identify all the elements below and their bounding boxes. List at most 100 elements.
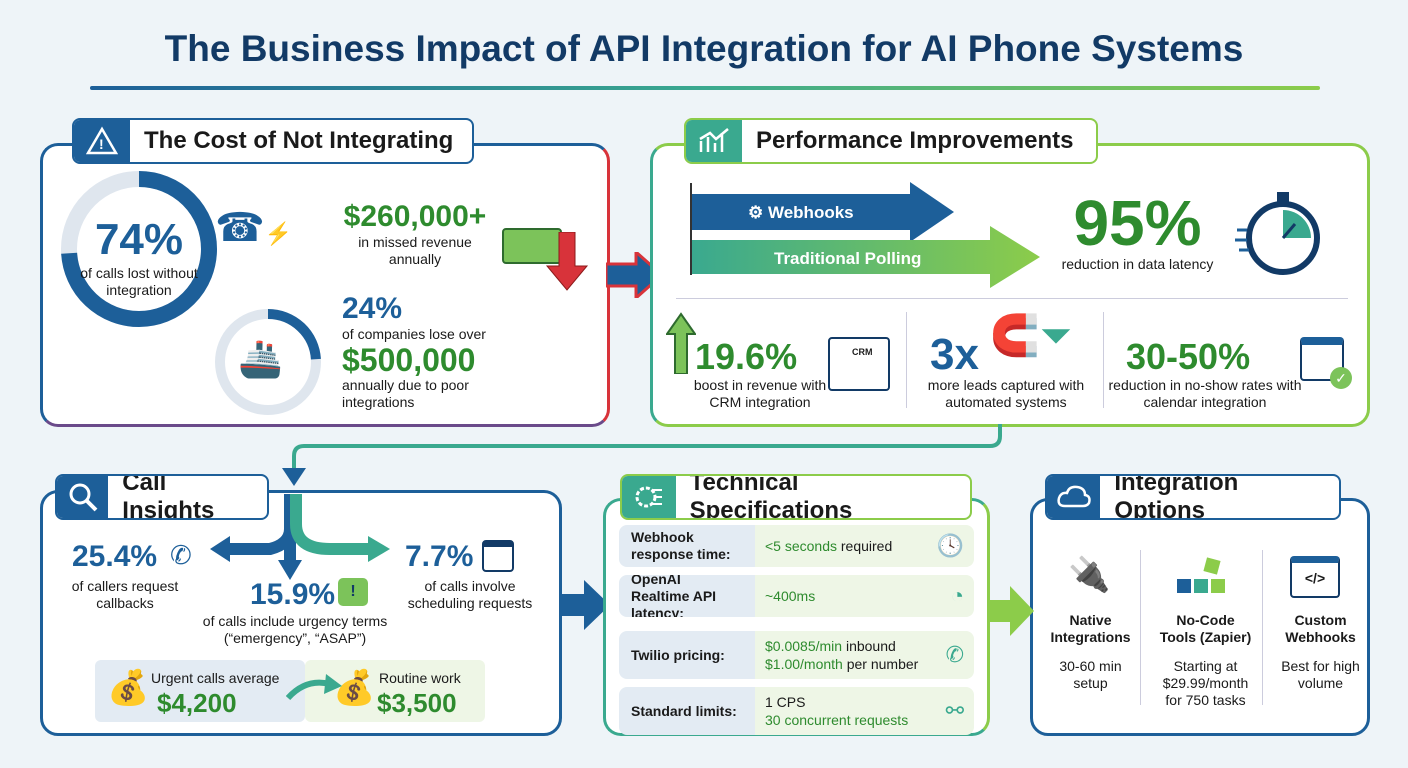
- option-name: No-Code Tools (Zapier): [1159, 612, 1252, 645]
- routine-work-card: 💰 Routine work $3,500: [305, 660, 485, 722]
- urgency-value: 15.9%: [250, 578, 336, 611]
- calendar-check-icon: ✓: [1300, 337, 1352, 389]
- down-arrow-icon: [545, 232, 589, 291]
- spec-key: Standard limits:: [619, 687, 755, 735]
- flow-arrow-2: [560, 580, 610, 630]
- specs-title: Technical Specifications: [689, 474, 853, 520]
- integration-option[interactable]: Custom Webhooks Best for high volume: [1273, 612, 1368, 692]
- option-desc: Starting at $29.99/month for 750 tasks: [1162, 658, 1249, 708]
- spec-key: Webhook response time:: [619, 525, 755, 567]
- specs-panel-header: Technical Specifications: [620, 474, 972, 520]
- sinking-ship-icon: 🚢: [238, 338, 283, 379]
- options-panel-header: Integration Options: [1045, 474, 1341, 520]
- option-desc: Best for high volume: [1281, 658, 1360, 691]
- money-bag-icon: 💰: [333, 669, 376, 707]
- spec-row: Twilio pricing: $0.0085/min inbound $1.00…: [619, 631, 974, 679]
- cost-panel: [40, 143, 610, 427]
- blocks-icon: [1175, 557, 1227, 606]
- calls-lost-donut: [61, 171, 217, 327]
- spec-row: OpenAI Realtime API latency: ~400ms ◔: [619, 575, 974, 617]
- companies-value: 24%: [342, 292, 403, 325]
- leads-value: 3x: [930, 330, 979, 379]
- flow-arrow-1: [606, 252, 664, 298]
- svg-text:!: !: [99, 136, 104, 152]
- callbacks-label: of callers request callbacks: [71, 578, 179, 611]
- integration-option[interactable]: Native Integrations 30-60 min setup: [1043, 612, 1138, 692]
- divider: [1262, 550, 1263, 705]
- urgency-label: of calls include urgency terms (“emergen…: [202, 613, 388, 646]
- divider: [906, 312, 907, 408]
- code-window-icon: </>: [1290, 556, 1340, 598]
- routine-value: $3,500: [377, 688, 457, 718]
- latency-value: 95%: [1073, 187, 1202, 259]
- companies-amount: $500,000: [342, 342, 476, 378]
- missed-revenue-label: in missed revenue annually: [358, 234, 472, 267]
- revenue-boost-value: 19.6%: [695, 336, 798, 377]
- companies-label2: annually due to poor integrations: [342, 377, 469, 410]
- search-icon: [57, 476, 109, 518]
- urgent-label: Urgent calls average: [151, 670, 280, 686]
- companies-label: of companies lose over: [342, 326, 486, 342]
- spec-value: $0.0085/min inbound $1.00/month per numbe…: [755, 631, 974, 679]
- options-panel: [1030, 498, 1370, 736]
- urgent-value: $4,200: [157, 688, 237, 718]
- money-bag-icon: 💰: [107, 669, 150, 707]
- performance-title: Performance Improvements: [756, 127, 1074, 154]
- cloud-handshake-icon: [1047, 476, 1101, 518]
- cost-title: The Cost of Not Integrating: [144, 127, 454, 154]
- spec-value: ~400ms ◔: [755, 575, 974, 617]
- leads-label: more leads captured with automated syste…: [927, 377, 1085, 410]
- performance-panel: [650, 143, 1370, 427]
- clock-icon: 🕓: [936, 533, 964, 558]
- polling-label: Traditional Polling: [774, 249, 922, 268]
- gear-circuit-icon: [622, 476, 676, 518]
- plug-icon: 🔌: [1068, 556, 1111, 594]
- companies-donut: [215, 309, 321, 415]
- calls-lost-label: of calls lost without integration: [80, 265, 198, 298]
- stopwatch-icon: [1235, 192, 1320, 275]
- cost-panel-header: ! The Cost of Not Integrating: [72, 118, 474, 164]
- broken-phone-icon: ☎⚡: [215, 206, 293, 250]
- missed-revenue-value: $260,000+: [343, 200, 487, 233]
- insights-title: Call Insights: [122, 474, 215, 520]
- noshow-label: reduction in no-show rates with calendar…: [1108, 377, 1302, 410]
- webhooks-icon: ⚙: [748, 203, 764, 222]
- spec-value: <5 seconds required 🕓: [755, 525, 974, 567]
- spec-row: Standard limits: 1 CPS 30 concurrent requ…: [619, 687, 974, 735]
- divider: [1103, 312, 1104, 408]
- latency-label: reduction in data latency: [1061, 256, 1214, 272]
- option-name: Native Integrations: [1050, 612, 1131, 645]
- calendar-clock-icon: [482, 540, 514, 572]
- divider: [1140, 550, 1141, 705]
- spec-key: Twilio pricing:: [619, 631, 755, 679]
- warning-icon: !: [74, 120, 130, 162]
- crm-icon: CRM: [828, 337, 890, 391]
- option-name: Custom Webhooks: [1285, 612, 1356, 645]
- integration-option[interactable]: No-Code Tools (Zapier) Starting at $29.9…: [1158, 612, 1253, 709]
- calls-lost-value: 74%: [94, 215, 184, 264]
- noshow-value: 30-50%: [1126, 336, 1251, 377]
- connector-arrow: [282, 424, 1002, 486]
- options-title: Integration Options: [1114, 474, 1239, 520]
- webhooks-label: Webhooks: [767, 203, 854, 222]
- option-desc: 30-60 min setup: [1059, 658, 1122, 691]
- flow-arrow-3: [988, 586, 1034, 636]
- phone-dollar-icon: ✆: [945, 642, 964, 667]
- chart-icon: [686, 120, 742, 162]
- spec-value: 1 CPS 30 concurrent requests ⚯: [755, 687, 974, 735]
- performance-panel-header: Performance Improvements: [684, 118, 1098, 164]
- polling-bar: [692, 226, 1040, 288]
- callbacks-value: 25.4%: [72, 540, 158, 573]
- urgent-chat-icon: !: [338, 578, 368, 606]
- scheduling-value: 7.7%: [405, 540, 474, 573]
- spec-row: Webhook response time: <5 seconds requir…: [619, 525, 974, 567]
- routine-label: Routine work: [379, 670, 461, 686]
- divider: [676, 298, 1348, 299]
- insights-panel-header: Call Insights: [55, 474, 269, 520]
- magnet-funnel-icon: 🧲⏷: [990, 314, 1072, 358]
- network-icon: ⚯: [945, 698, 964, 723]
- phone-chat-icon: ✆: [170, 540, 192, 570]
- branch-arrows: [210, 494, 390, 580]
- urgent-calls-card: 💰 Urgent calls average $4,200: [95, 660, 305, 722]
- axis-line: [690, 183, 692, 275]
